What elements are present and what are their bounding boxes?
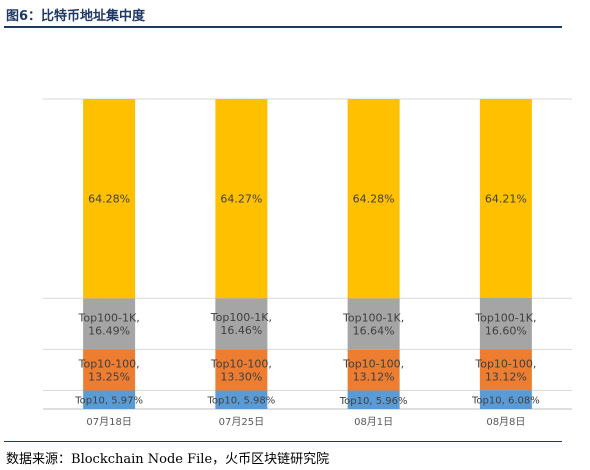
bar-segment <box>479 390 532 409</box>
bar-segment <box>479 298 532 350</box>
bar-segment <box>215 349 268 391</box>
x-tick-label: 08月1日 <box>354 416 393 428</box>
bar-segment <box>347 349 400 391</box>
data-label: 64.21% <box>485 192 527 205</box>
source-suffix: ，火币区块链研究院 <box>212 452 330 467</box>
data-label: Top10-100, 13.30% <box>210 357 272 383</box>
data-label: Top10-100, 13.12% <box>342 358 404 384</box>
x-tick-label: 07月25日 <box>219 416 264 428</box>
bar-segment <box>215 98 268 299</box>
data-label: Top100-1K, 16.46% <box>210 311 272 337</box>
data-label: Top10-100, 13.12% <box>474 357 536 383</box>
segment-labels: Top10, 5.97% Top10-100, 13.25% Top100-1K, 16… <box>74 192 539 406</box>
bar-segment <box>479 349 532 391</box>
source-note: 数据来源：Blockchain Node File，火币区块链研究院 <box>6 448 329 467</box>
bar-segment <box>347 390 400 409</box>
bars <box>83 98 532 409</box>
data-label: 64.27% <box>220 193 262 206</box>
data-label: Top10, 6.08% <box>471 396 540 407</box>
source-name: Blockchain Node File <box>71 452 213 467</box>
data-label: Top10, 5.98% <box>207 396 276 407</box>
x-tick-label: 07月18日 <box>86 416 131 428</box>
bar-segment <box>347 99 400 299</box>
title-rule <box>4 26 562 28</box>
source-rule <box>4 441 562 442</box>
data-label: 64.28% <box>353 193 395 206</box>
data-label: Top10, 5.97% <box>74 396 143 407</box>
data-label: Top100-1K, 16.60% <box>474 311 536 337</box>
source-prefix: 数据来源： <box>6 452 72 467</box>
bar-segment <box>83 349 136 391</box>
figure-title: 图6：比特币地址集中度 <box>6 9 146 24</box>
bar-segment <box>347 298 400 350</box>
data-label: Top100-1K, 16.64% <box>342 312 404 338</box>
data-label: Top10-100, 13.25% <box>78 357 140 383</box>
bar-segment <box>83 99 136 299</box>
x-tick-label: 08月8日 <box>486 416 525 428</box>
bar-segment <box>215 298 268 350</box>
bar-segment <box>83 298 136 350</box>
bar-segment <box>215 390 268 409</box>
data-label: 64.28% <box>88 193 130 206</box>
data-label: Top100-1K, 16.49% <box>78 311 140 337</box>
bar-segment <box>479 98 532 299</box>
bar-segment <box>83 390 136 409</box>
data-label: Top10, 5.96% <box>339 396 408 407</box>
